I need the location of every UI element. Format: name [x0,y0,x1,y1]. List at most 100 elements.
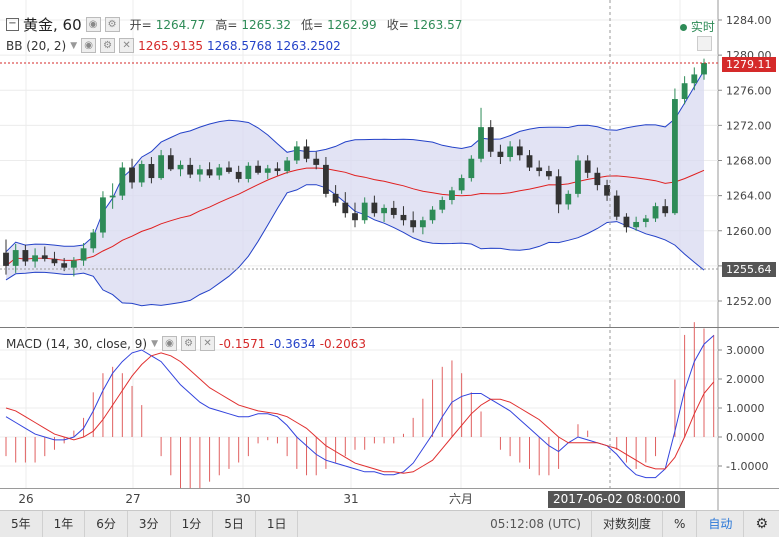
candle-body [216,167,223,176]
candle-body [429,209,436,221]
price-tick-label: 1264.00 [726,190,772,203]
candle-body [419,220,426,228]
eye-icon[interactable]: ◉ [81,38,97,53]
candle-body [468,158,475,179]
bb-lower-value: 1263.2502 [275,38,341,53]
open-value: 1264.77 [155,17,206,32]
chevron-down-icon[interactable]: ▼ [70,40,78,51]
candle-body [672,99,678,214]
live-dot-icon [680,24,687,31]
candle-body [12,250,19,266]
settings-icon[interactable]: ⚙ [100,38,116,53]
price-tick-label: 1284.00 [726,14,772,27]
price-tick-label: 1260.00 [726,225,772,238]
range-3m-button[interactable]: 3分 [128,511,171,537]
low-value: 1262.99 [327,17,377,32]
collapse-icon[interactable]: − [6,18,19,31]
candle-body [41,255,48,259]
candle-body [51,258,58,264]
close-icon[interactable]: ✕ [200,336,216,351]
time-tick-label: 31 [343,492,358,506]
candle-body [303,146,310,159]
time-tick-label: 27 [125,492,140,506]
candle-body [701,63,707,75]
candle-body [148,164,155,179]
candle-body [313,158,320,165]
candle-body [584,160,591,173]
open-label: 开= [129,18,152,32]
realtime-badge[interactable]: 实时 [680,18,715,35]
candle-body [264,168,271,173]
candle-body [449,190,455,201]
gear-icon[interactable]: ⚙ [743,511,779,537]
candle-body [361,202,368,221]
pane-maximize-icon[interactable] [697,36,712,51]
time-tick-label: 六月 [449,492,473,506]
candle-body [332,193,339,203]
candle-body [196,169,203,175]
candle-body [119,167,126,196]
bb-mid-value: 1265.9135 [138,38,204,53]
candle-body [565,193,572,205]
utc-clock[interactable]: 05:12:08 (UTC) [490,517,581,531]
close-value: 1263.57 [412,17,463,32]
candle-body [594,172,601,186]
symbol-title[interactable]: 黄金, 60 [23,16,82,34]
candle-body [100,197,106,233]
price-tick-label: 1272.00 [726,119,772,132]
candle-body [497,151,504,157]
candle-body [642,218,649,222]
settings-icon[interactable]: ⚙ [181,336,197,351]
macd-tick-label: 3.0000 [726,344,765,357]
eye-icon[interactable]: ◉ [85,17,101,32]
macd-label[interactable]: MACD (14, 30, close, 9) [6,336,148,351]
percent-scale-button[interactable]: % [662,511,696,537]
macd-signal-value: -0.2063 [319,336,367,351]
macd-tick-label: 0.0000 [726,431,765,444]
bb-label[interactable]: BB (20, 2) [6,38,67,53]
close-icon[interactable]: ✕ [119,38,135,53]
range-1m-button[interactable]: 1分 [171,511,214,537]
realtime-label: 实时 [690,20,715,34]
auto-scale-button[interactable]: 自动 [696,511,743,537]
range-1y-button[interactable]: 1年 [43,511,86,537]
range-5y-button[interactable]: 5年 [0,511,43,537]
high-value: 1265.32 [241,17,291,32]
chevron-down-icon[interactable]: ▼ [151,338,159,349]
candle-body [478,127,484,159]
candle-body [536,167,543,172]
log-scale-button[interactable]: 对数刻度 [591,511,662,537]
bb-upper-value: 1268.5768 [207,38,272,53]
toolbar-right: 05:12:08 (UTC) 对数刻度 % 自动 ⚙ [480,511,779,537]
price-tick-label: 1252.00 [726,295,772,308]
crosshair-time-label: 2017-06-02 08:00:00 [548,491,686,508]
candle-body [691,74,698,84]
macd-series [5,322,715,489]
candle-body [109,195,116,198]
settings-icon[interactable]: ⚙ [104,17,120,32]
candle-body [458,178,465,191]
level-price-tag: 1255.64 [722,262,776,277]
symbol-legend: − 黄金, 60 ◉ ⚙ 开= 1264.77 高= 1265.32 低= 1262.… [6,14,462,35]
candle-body [662,206,669,214]
price-tick-label: 1276.00 [726,84,772,97]
candle-body [633,221,640,228]
range-6m-button[interactable]: 6分 [85,511,128,537]
time-tick-label: 30 [235,492,250,506]
candle-body [3,252,9,266]
candle-body [129,167,135,183]
candle-body [516,146,523,156]
candle-body [507,146,514,157]
range-1d-button[interactable]: 1日 [256,511,299,537]
range-5d-button[interactable]: 5日 [213,511,256,537]
time-tick-label: 26 [18,492,33,506]
eye-icon[interactable]: ◉ [162,336,178,351]
candle-body [371,202,378,214]
candle-body [274,168,281,172]
candle-body [70,260,77,268]
candle-body [158,155,165,179]
candle-body [284,160,291,172]
macd-signal-line [5,352,715,474]
candle-body [681,83,688,100]
